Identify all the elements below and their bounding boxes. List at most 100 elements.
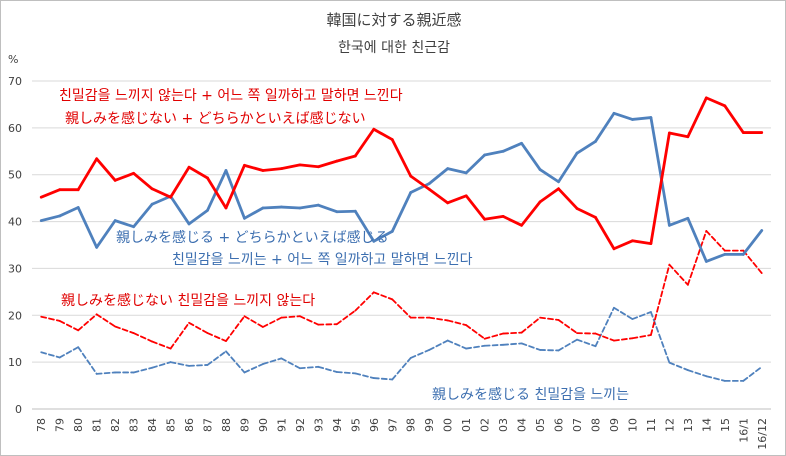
series-1-segment-27 [538, 168, 560, 184]
series-0-segment-16 [335, 154, 357, 163]
series-3-segment-29 [576, 338, 597, 348]
series-0-segment-10 [224, 163, 246, 210]
series-0-segment-17 [353, 127, 376, 158]
series-3-segment-8 [188, 364, 209, 367]
x-tick-16-12: 16/12 [756, 418, 769, 450]
series-3-segment-38 [742, 365, 763, 382]
x-tick-12: 12 [663, 418, 676, 432]
series-1-segment-3 [95, 219, 117, 249]
series-0-segment-7 [169, 165, 191, 199]
series-1-segment-2 [76, 206, 99, 249]
series-3-segment-20 [409, 349, 431, 359]
series-1-segment-19 [390, 191, 413, 233]
x-tick-88: 88 [220, 418, 233, 432]
x-tick-09: 09 [608, 418, 621, 432]
series-3-segment-22 [446, 339, 468, 350]
x-tick-82: 82 [109, 418, 122, 432]
series-3-segment-2 [77, 346, 98, 375]
series-1-segment-12 [261, 205, 283, 210]
series-3-segment-17 [354, 372, 375, 379]
series-1-segment-0 [39, 214, 62, 223]
series-0-segment-6 [150, 187, 172, 199]
x-tick-90: 90 [257, 418, 270, 432]
y-tick-60: 60 [8, 122, 22, 135]
series-2-segment-31 [613, 337, 634, 342]
x-tick-01: 01 [460, 418, 473, 432]
x-tick-10: 10 [626, 418, 639, 432]
x-tick-83: 83 [128, 418, 141, 432]
x-tick-95: 95 [349, 418, 362, 432]
series-0-segment-26 [520, 200, 542, 227]
series-3 [40, 306, 763, 382]
series-2-segment-22 [446, 319, 468, 327]
series-0-segment-30 [594, 215, 616, 251]
series-2-segment-33 [650, 263, 671, 336]
series-3-segment-25 [502, 342, 523, 346]
x-tick-05: 05 [534, 418, 547, 432]
annotation-red-solid-ko: 친밀감을 느끼지 않는다 + 어느 쪽 일까하고 말하면 느낀다 [59, 88, 403, 104]
series-2-segment-3 [95, 313, 117, 328]
series-0-segment-34 [667, 131, 690, 139]
series-1-segment-38 [741, 229, 764, 256]
series-0 [39, 96, 764, 251]
series-3-segment-24 [483, 343, 505, 347]
annotation-red-solid-ja: 親しみを感じない + どちらかといえば感じない [65, 110, 366, 127]
x-tick-87: 87 [202, 418, 215, 432]
annotation-blue-solid-ja: 親しみを感じる + どちらかといえば感じる [116, 229, 389, 246]
series-2-segment-2 [77, 313, 98, 332]
series-2-segment-17 [354, 291, 375, 312]
series-3-segment-34 [668, 361, 689, 372]
series-0-segment-29 [575, 207, 597, 219]
series-0-segment-8 [187, 165, 209, 180]
series-1-segment-8 [187, 208, 209, 226]
series-2-segment-38 [742, 249, 763, 275]
x-tick-16-1: 16/1 [737, 418, 750, 443]
series-1-segment-11 [243, 206, 265, 220]
x-tick-84: 84 [146, 418, 159, 432]
gridlines [32, 80, 771, 363]
y-tick-40: 40 [8, 216, 22, 229]
series-3-segment-19 [391, 357, 412, 381]
x-tick-94: 94 [331, 418, 344, 432]
series-3-segment-11 [243, 363, 264, 374]
series-3-segment-6 [151, 361, 172, 369]
x-tick-97: 97 [386, 418, 399, 432]
x-tick-85: 85 [165, 418, 178, 432]
series-2-segment-5 [132, 332, 153, 343]
series-2-segment-4 [114, 325, 135, 334]
series-1-segment-23 [464, 153, 487, 175]
y-tick-30: 30 [8, 262, 22, 275]
series-3-segment-32 [631, 311, 652, 320]
series-3-segment-18 [372, 377, 394, 381]
series-3-segment-16 [335, 371, 357, 375]
series-1-segment-14 [298, 203, 320, 210]
series-3-segment-5 [132, 366, 153, 374]
series-2-segment-16 [335, 309, 357, 326]
x-tick-99: 99 [423, 418, 436, 432]
series-0-segment-13 [280, 163, 302, 171]
series-2-segment-7 [169, 321, 190, 350]
series-1-segment-24 [483, 149, 505, 157]
series-3-segment-35 [686, 369, 708, 378]
series-2-segment-0 [40, 315, 61, 322]
x-tick-11: 11 [645, 418, 658, 432]
series-3-segment-23 [465, 344, 486, 350]
series-1-segment-36 [704, 252, 727, 263]
series-2-segment-32 [631, 334, 652, 340]
series-0-segment-2 [76, 157, 99, 192]
series-2-segment-10 [225, 315, 246, 342]
series-0-segment-24 [483, 215, 505, 221]
series-2-segment-25 [502, 331, 523, 335]
series-3-segment-1 [58, 346, 80, 359]
series-0-segment-36 [704, 96, 727, 108]
x-tick-03: 03 [497, 418, 510, 432]
series-2-segment-23 [465, 324, 486, 340]
x-tick-79: 79 [54, 418, 67, 432]
series-1-segment-26 [520, 141, 542, 171]
series-3-segment-14 [298, 365, 320, 370]
series-2-segment-28 [557, 319, 578, 334]
series-0-segment-14 [298, 163, 320, 169]
y-tick-10: 10 [8, 356, 22, 369]
